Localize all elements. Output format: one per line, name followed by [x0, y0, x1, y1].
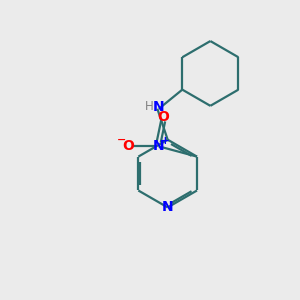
Text: O: O	[122, 139, 134, 153]
Text: H: H	[145, 100, 154, 113]
Text: −: −	[117, 135, 126, 145]
Text: +: +	[161, 136, 170, 146]
Text: N: N	[153, 139, 164, 153]
Text: N: N	[153, 100, 165, 114]
Text: O: O	[157, 110, 169, 124]
Text: N: N	[162, 200, 173, 214]
